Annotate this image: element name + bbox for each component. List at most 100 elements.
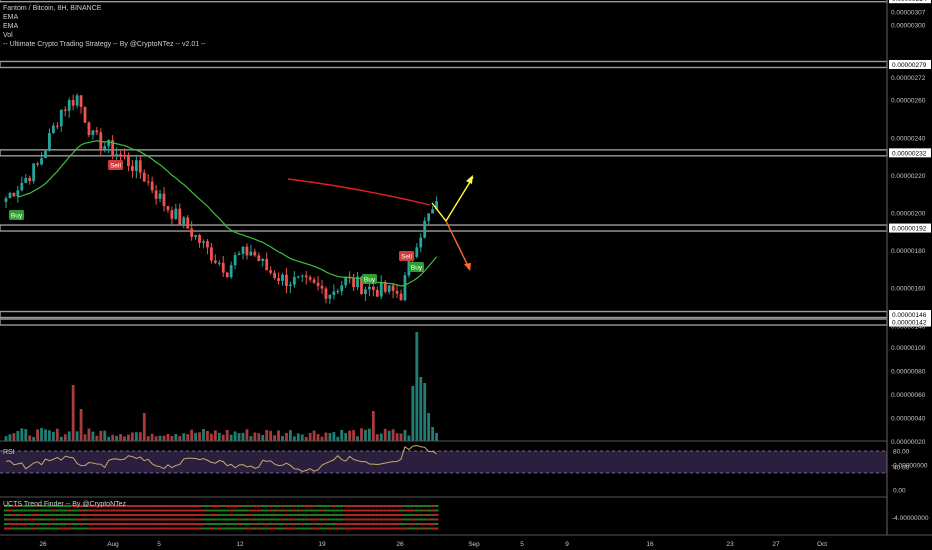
trend-cell xyxy=(35,514,40,516)
trend-cell xyxy=(312,509,317,512)
trend-cell xyxy=(146,505,151,507)
volume-bar xyxy=(415,332,419,441)
time-axis[interactable]: 26 Aug 5 12 19 26 Sep 5 9 16 23 27 Oct xyxy=(39,541,827,548)
trend-cell xyxy=(86,527,91,530)
rsi-legend: RSI xyxy=(3,449,15,456)
trend-cell xyxy=(106,514,111,516)
time-tick-label: 16 xyxy=(646,541,654,548)
trend-cell xyxy=(260,505,265,507)
trend-cell xyxy=(430,518,435,521)
trend-cell xyxy=(225,509,230,512)
volume-bar xyxy=(237,433,241,441)
trend-cell xyxy=(102,505,107,507)
trend-cell xyxy=(15,518,20,521)
trend-cell xyxy=(189,505,194,507)
price-level-tag-text: 0.00000279 xyxy=(892,62,927,69)
trend-cell xyxy=(233,518,238,521)
trend-cell xyxy=(300,527,305,530)
trend-cell xyxy=(288,514,293,516)
candle-body xyxy=(131,165,134,171)
trend-cell xyxy=(185,509,190,512)
candle-body xyxy=(194,235,197,237)
trend-cell xyxy=(434,514,439,516)
trend-cell xyxy=(320,514,324,516)
trend-cell xyxy=(430,514,435,516)
volume-bar xyxy=(419,377,423,441)
candle-body xyxy=(48,133,51,151)
trend-cell xyxy=(197,509,202,512)
volume-bar xyxy=(20,428,24,441)
trend-cell xyxy=(86,509,91,512)
trend-cell xyxy=(399,509,403,512)
trend-cell xyxy=(359,514,364,516)
trend-cell xyxy=(173,509,178,512)
volume-tick-label: -0.00000000 xyxy=(891,463,928,470)
trend-cell xyxy=(39,514,44,516)
rsi-band xyxy=(0,451,887,473)
volume-bar xyxy=(71,385,75,441)
candle-body xyxy=(344,277,348,286)
trend-cell xyxy=(90,523,95,525)
trend-cell xyxy=(375,527,380,530)
price-tick-label: 0.00000240 xyxy=(891,135,926,142)
trend-cell xyxy=(316,527,320,530)
price-level-tag-text: 0.00000192 xyxy=(892,226,927,233)
trend-cell xyxy=(272,523,277,525)
trend-cell xyxy=(83,518,87,521)
trend-cell xyxy=(55,518,60,521)
trend-cell xyxy=(229,514,234,516)
trend-cell xyxy=(304,505,309,507)
trend-cell xyxy=(150,514,155,516)
trend-cell xyxy=(23,518,28,521)
volume-bar xyxy=(150,433,154,441)
candle-body xyxy=(95,130,99,133)
trend-cell xyxy=(375,523,380,525)
trend-cell xyxy=(118,523,123,525)
trend-cell xyxy=(402,514,407,516)
candle-body xyxy=(217,262,221,264)
candle-body xyxy=(237,253,241,256)
trend-cell xyxy=(383,505,388,507)
trend-cell xyxy=(47,523,52,525)
rsi-tick-label: 40.00 xyxy=(893,465,910,472)
price-axis[interactable]: 0.000003640.000003600.000003490.00000343… xyxy=(889,0,931,330)
trend-cell xyxy=(193,527,198,530)
trend-cell xyxy=(288,527,293,530)
trend-cell xyxy=(406,523,411,525)
trend-cell xyxy=(391,505,396,507)
trend-cell xyxy=(430,509,435,512)
trend-cell xyxy=(146,509,151,512)
volume-bar xyxy=(352,430,355,441)
trend-cell xyxy=(241,509,245,512)
candle-body xyxy=(265,258,269,271)
volume-bar xyxy=(206,430,209,441)
trend-cell xyxy=(391,527,396,530)
trend-cell xyxy=(323,523,328,525)
volume-bar xyxy=(134,432,138,441)
trend-cell xyxy=(94,527,99,530)
trend-cell xyxy=(75,505,80,507)
volume-bar xyxy=(348,430,352,441)
trend-cell xyxy=(292,509,297,512)
trend-cell xyxy=(23,523,28,525)
candle-body xyxy=(178,208,182,225)
candle-body xyxy=(138,160,142,173)
volume-bar xyxy=(265,429,269,441)
trend-cell xyxy=(15,509,20,512)
trend-cell xyxy=(98,505,103,507)
candle-body xyxy=(8,192,12,199)
trend-cell xyxy=(335,527,340,530)
trend-cell xyxy=(189,527,194,530)
volume-bar xyxy=(435,433,438,441)
volume-tick-label: 0.00000040 xyxy=(891,416,926,423)
trend-cell xyxy=(434,518,439,521)
volume-bar xyxy=(233,431,237,441)
trend-cell xyxy=(39,523,44,525)
volume-bar xyxy=(91,431,95,441)
trend-cell xyxy=(229,523,234,525)
trend-cell xyxy=(244,523,249,525)
trend-cell xyxy=(86,514,91,516)
trend-cell xyxy=(323,527,328,530)
trend-cell xyxy=(134,509,139,512)
